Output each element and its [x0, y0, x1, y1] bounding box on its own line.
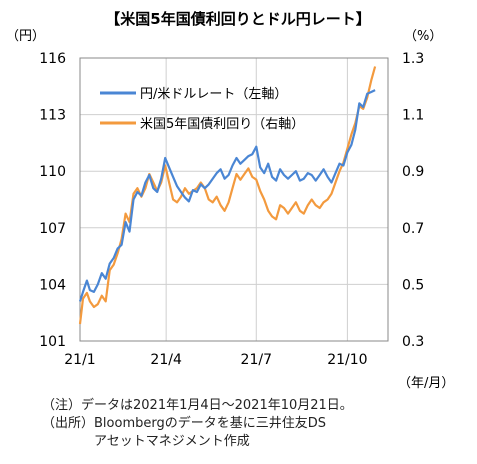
x-axis-unit: （年/月）	[398, 376, 454, 391]
x-tick-label: 21/4	[150, 352, 182, 368]
series-line-us5y	[78, 66, 377, 325]
right-tick-label: 0.5	[402, 277, 424, 293]
left-tick-label: 113	[39, 108, 66, 124]
series-line-usdjpy	[78, 89, 376, 302]
legend-label-us5y: 米国5年国債利回り（右軸）	[140, 117, 304, 132]
left-axis: 101 104 107 110 113 116	[39, 51, 66, 350]
legend-label-usdjpy: 円/米ドルレート（左軸）	[140, 87, 287, 102]
note-source: （出所）Bloombergのデータを基に三井住友DS	[42, 416, 326, 431]
chart-title: 【米国5年国債利回りとドル円レート】	[105, 10, 370, 28]
left-tick-label: 101	[39, 334, 66, 350]
x-tick-label: 21/1	[64, 352, 95, 368]
right-tick-label: 0.7	[402, 221, 424, 237]
note-data-period: （注）データは2021年1月4日～2021年10月21日。	[42, 398, 353, 413]
x-axis: 21/1 21/4 21/7 21/10	[64, 352, 367, 368]
plot-area	[79, 57, 389, 342]
left-axis-unit: （円）	[6, 29, 45, 44]
right-tick-label: 1.3	[402, 51, 424, 67]
right-tick-label: 0.3	[402, 334, 424, 350]
left-tick-label: 116	[39, 51, 66, 67]
x-tick-label: 21/7	[241, 352, 272, 368]
note-source-cont: アセットマネジメント作成	[42, 434, 250, 449]
left-tick-label: 107	[39, 221, 66, 237]
left-tick-label: 104	[39, 277, 66, 293]
right-tick-label: 0.9	[402, 164, 424, 180]
left-tick-label: 110	[39, 164, 66, 180]
legend: 円/米ドルレート（左軸） 米国5年国債利回り（右軸）	[100, 87, 304, 132]
right-tick-label: 1.1	[402, 108, 424, 124]
series-lines	[78, 66, 377, 325]
right-axis-unit: （%）	[404, 29, 442, 44]
right-axis: 0.3 0.5 0.7 0.9 1.1 1.3	[402, 51, 424, 350]
x-tick-label: 21/10	[327, 352, 367, 368]
